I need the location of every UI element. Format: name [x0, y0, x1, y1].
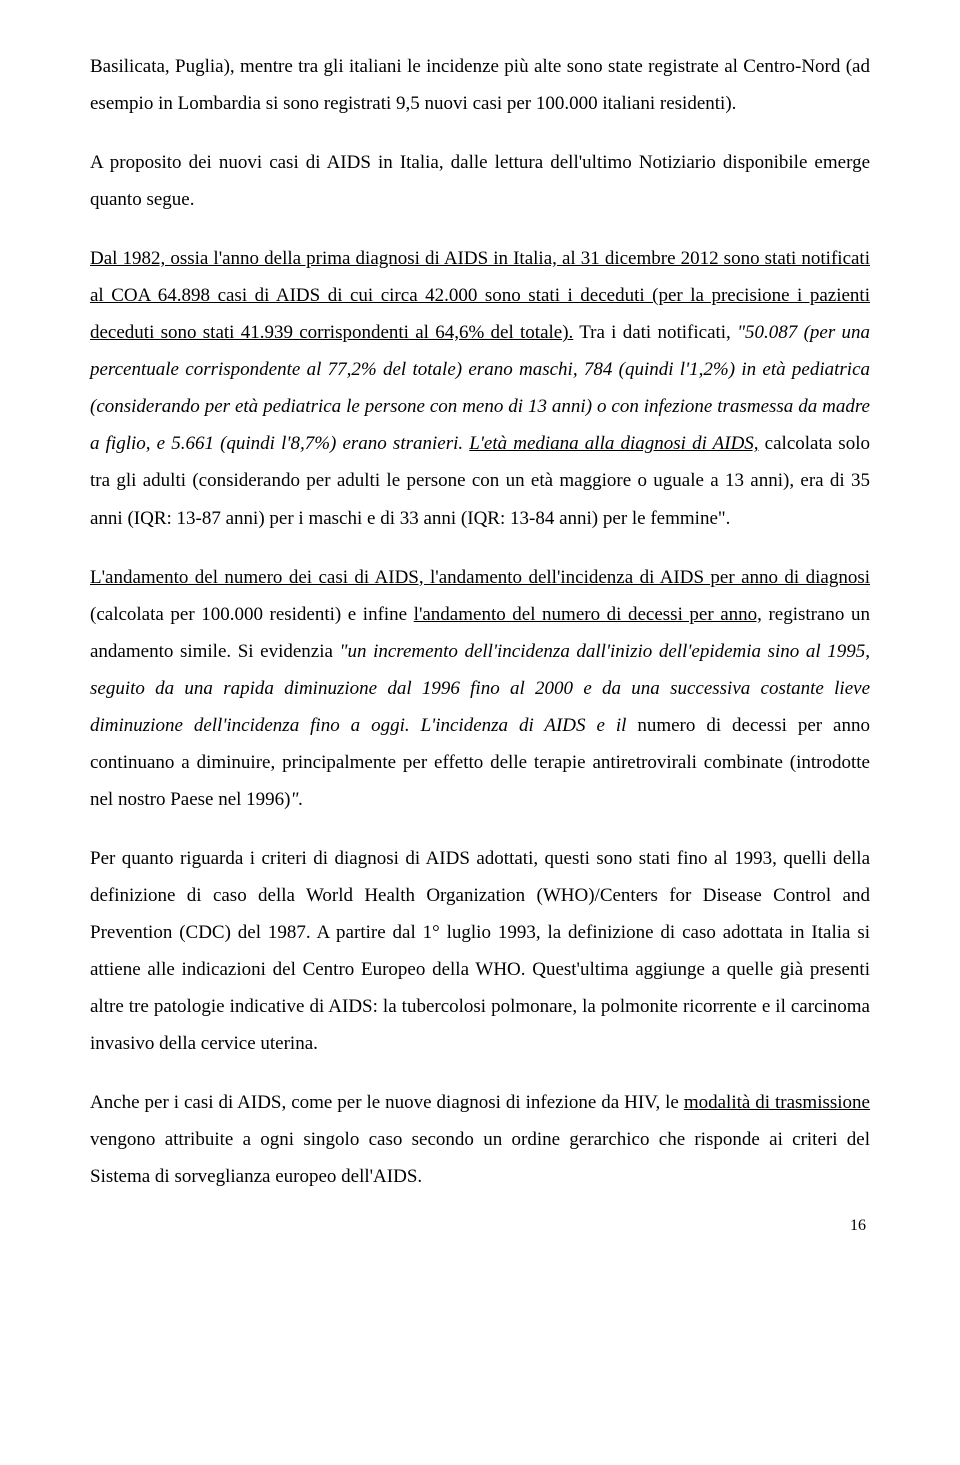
- text-span-underline: L'andamento del numero dei casi di AIDS,…: [90, 567, 870, 588]
- text-span-italic-underline: L'età mediana alla diagnosi di AIDS,: [469, 433, 758, 454]
- text-span-italic: (considerando per età pediatrica le pers…: [90, 396, 592, 417]
- text-span-italic: ".: [291, 789, 304, 810]
- paragraph-3: Dal 1982, ossia l'anno della prima diagn…: [90, 240, 870, 536]
- text-span-underline: modalità di trasmissione: [684, 1092, 870, 1113]
- text-span: Basilicata, Puglia), mentre tra gli ital…: [90, 56, 870, 114]
- text-span: Tra i dati notificati,: [573, 322, 737, 343]
- paragraph-1: Basilicata, Puglia), mentre tra gli ital…: [90, 48, 870, 122]
- text-span: vengono attribuite a ogni singolo caso s…: [90, 1129, 870, 1187]
- page-number: 16: [90, 1217, 870, 1235]
- text-span-italic: (quindi l'1,2%): [619, 359, 735, 380]
- paragraph-2: A proposito dei nuovi casi di AIDS in It…: [90, 144, 870, 218]
- text-span: Per quanto riguarda i criteri di diagnos…: [90, 848, 870, 1054]
- paragraph-4: L'andamento del numero dei casi di AIDS,…: [90, 559, 870, 818]
- paragraph-5: Per quanto riguarda i criteri di diagnos…: [90, 840, 870, 1062]
- text-span-italic: 8,7%) erano stranieri.: [290, 433, 469, 454]
- text-span-underline: l'andamento del numero di decessi per an…: [414, 604, 762, 625]
- document-page: Basilicata, Puglia), mentre tra gli ital…: [0, 0, 960, 1275]
- text-span: Anche per i casi di AIDS, come per le nu…: [90, 1092, 684, 1113]
- paragraph-6: Anche per i casi di AIDS, come per le nu…: [90, 1084, 870, 1195]
- text-span-italic: quindi l': [226, 433, 290, 454]
- text-span: (calcolata per 100.000 residenti) e infi…: [90, 604, 414, 625]
- text-span-italic: in età pediatrica: [735, 359, 870, 380]
- text-span: A proposito dei nuovi casi di AIDS in It…: [90, 152, 870, 210]
